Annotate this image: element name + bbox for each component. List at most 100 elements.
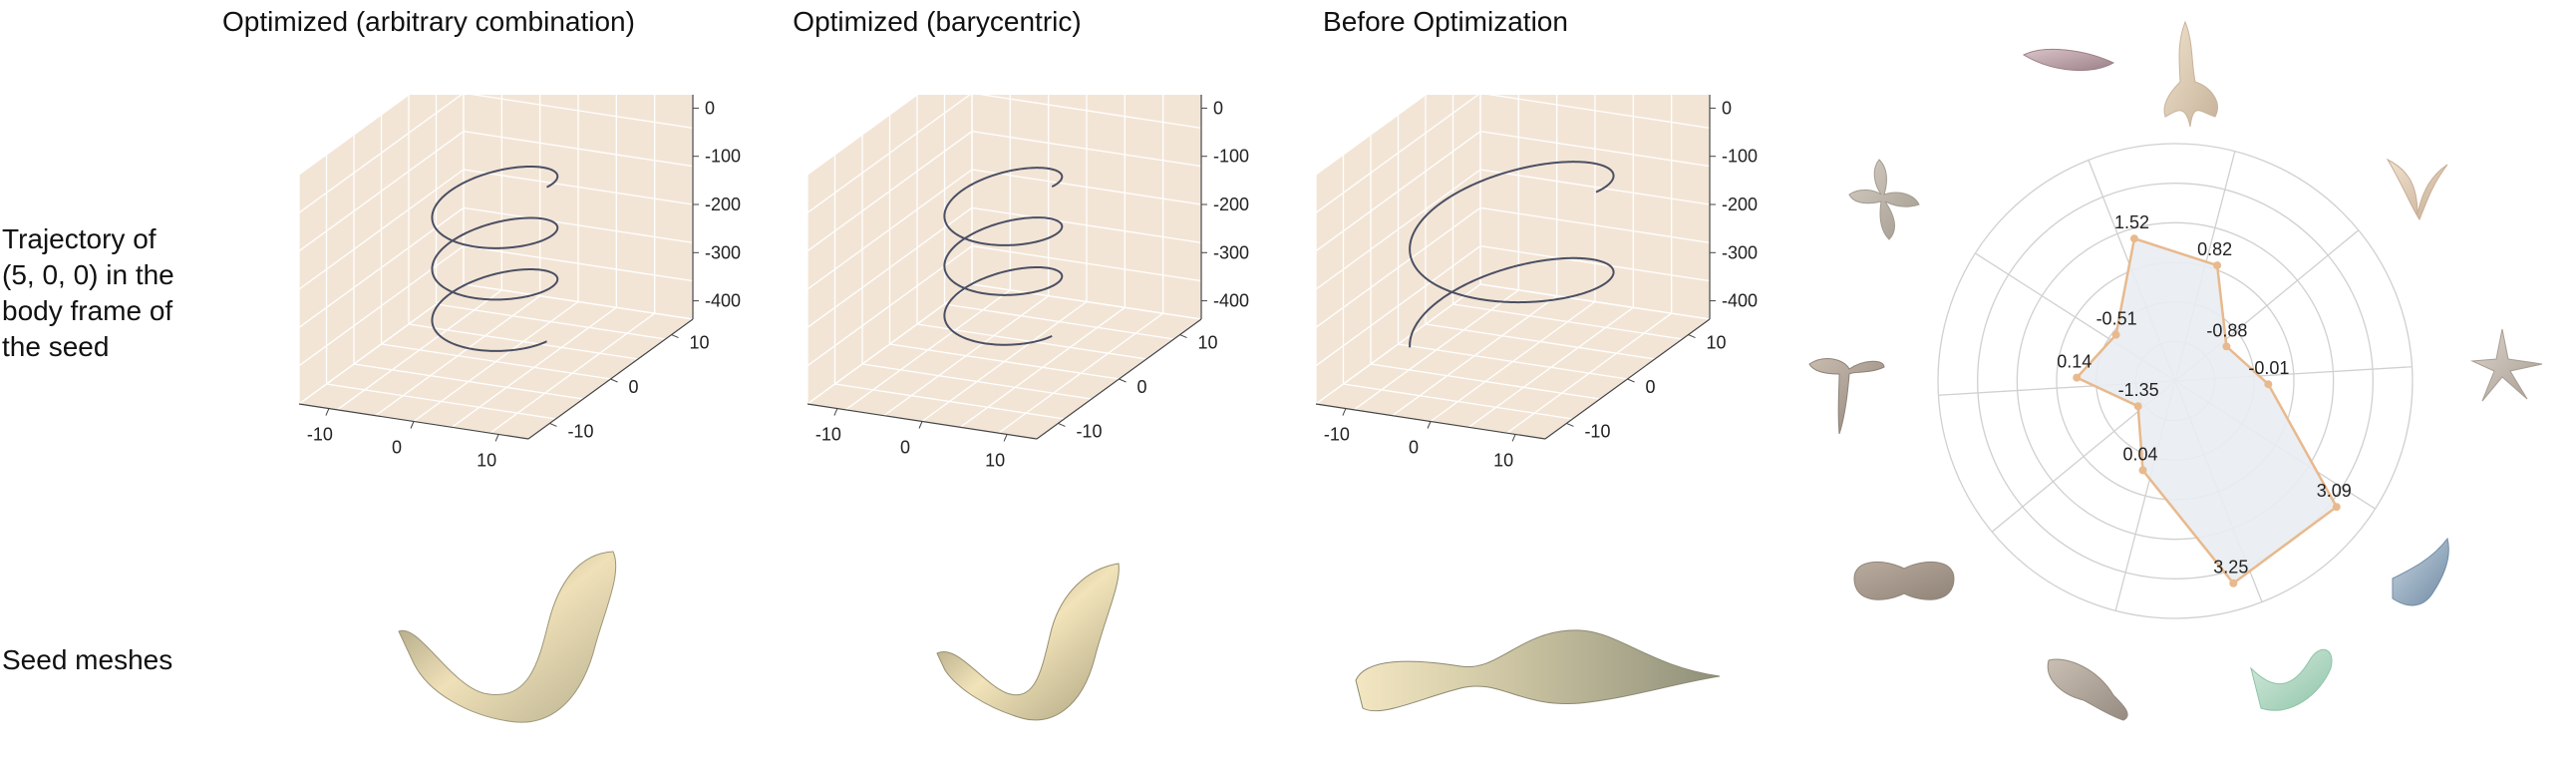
row-label-trajectory-line1: Trajectory of	[2, 223, 157, 254]
pane-group	[806, 95, 1202, 440]
x-tick-mark	[410, 421, 415, 429]
x-tick-label: -10	[815, 425, 841, 445]
radar-ring	[1977, 183, 2374, 580]
grid-line	[806, 95, 971, 213]
radar-value-label: 3.09	[2317, 481, 2352, 501]
radar-point	[2073, 373, 2082, 382]
z-tick-label: -400	[1213, 291, 1249, 311]
y-tick-mark	[1058, 422, 1066, 427]
grid-line	[298, 95, 411, 176]
radar-point	[2222, 342, 2231, 351]
seed-mesh-arbitrary	[398, 551, 617, 723]
radar-value-label: 0.04	[2123, 444, 2158, 464]
grid-line	[1315, 95, 1428, 176]
radar-ring	[2016, 221, 2335, 541]
y-tick-mark	[1119, 378, 1127, 383]
radar-point	[2264, 380, 2273, 389]
pane-group	[298, 95, 694, 440]
z-tick-label: 0	[1722, 98, 1732, 118]
radar-point	[2138, 466, 2147, 475]
y-tick-label: 0	[1137, 377, 1147, 397]
x-tick-mark	[1342, 408, 1347, 416]
row-label-trajectory-line2: (5, 0, 0) in the	[2, 259, 174, 290]
grid-line	[1479, 283, 1711, 320]
z-tick-label: -200	[705, 194, 741, 214]
x-tick-mark	[494, 434, 499, 442]
z-tick-label: -400	[1722, 291, 1758, 311]
grid-line	[298, 95, 463, 213]
z-tick-label: 0	[705, 98, 715, 118]
z-tick-label: -400	[705, 291, 741, 311]
x-tick-mark	[1003, 434, 1008, 442]
radar-point	[2129, 234, 2138, 243]
grid-line	[1452, 303, 1683, 340]
x-tick-label: 0	[1409, 438, 1419, 458]
trajectory-curve	[431, 165, 559, 352]
y-tick-label: 10	[1198, 333, 1218, 353]
radar-value-label: -1.35	[2118, 380, 2159, 400]
x-tick-mark	[1511, 434, 1516, 442]
seed-mesh-barycentric	[936, 563, 1120, 721]
radar-point	[2111, 330, 2120, 339]
grid-line	[1486, 95, 1711, 129]
radar-value-label: 3.25	[2213, 558, 2248, 578]
y-tick-mark	[1566, 422, 1574, 427]
y-tick-label: 10	[1707, 333, 1727, 353]
trajectory-curve	[943, 167, 1064, 346]
row-label-trajectory-line4: the seed	[2, 331, 110, 362]
y-tick-label: 0	[1646, 377, 1656, 397]
radar-area	[2075, 236, 2339, 585]
z-tick-label: -200	[1213, 194, 1249, 214]
x-tick-label: -10	[1324, 425, 1350, 445]
radar-value-label: 1.52	[2114, 212, 2149, 232]
y-tick-label: -10	[567, 421, 593, 441]
grid-line	[944, 303, 1174, 340]
radar-value-label: -0.88	[2206, 320, 2247, 340]
row-label-trajectory: Trajectory of (5, 0, 0) in the body fram…	[2, 221, 174, 365]
x-tick-label: 10	[477, 450, 496, 470]
z-tick-label: -100	[1213, 147, 1249, 167]
oval-seed-icon	[2047, 658, 2128, 721]
curved-seed-icon	[2386, 158, 2448, 221]
row-label-trajectory-line3: body frame of	[2, 295, 173, 326]
grid-line	[470, 95, 694, 129]
x-tick-mark	[325, 408, 330, 416]
trajectory-curve	[1409, 161, 1615, 348]
x-tick-label: -10	[307, 425, 333, 445]
z-tick-label: 0	[1213, 98, 1223, 118]
column-title-barycentric: Optimized (barycentric)	[793, 6, 1082, 37]
twin-seed-icon	[1808, 358, 1885, 435]
column-title-before: Before Optimization	[1323, 6, 1568, 37]
star-seed-icon	[2470, 328, 2543, 402]
grid-line	[1315, 95, 1479, 213]
y-tick-label: -10	[1584, 421, 1610, 441]
z-tick-label: -100	[705, 147, 741, 167]
x-tick-mark	[833, 408, 838, 416]
grid-line	[806, 95, 919, 176]
y-tick-mark	[549, 422, 557, 427]
z-tick-label: -300	[1213, 242, 1249, 262]
radar-ring	[1937, 143, 2414, 619]
blue-seed-icon	[2392, 537, 2449, 606]
radar-value-label: -0.01	[2248, 358, 2289, 378]
x-tick-label: 10	[1493, 450, 1513, 470]
x-tick-label: 10	[985, 450, 1005, 470]
y-tick-label: -10	[1076, 421, 1102, 441]
y-tick-mark	[1688, 334, 1696, 339]
radar-value-label: 0.82	[2197, 239, 2232, 259]
x-tick-label: 0	[392, 438, 402, 458]
grid-line	[971, 283, 1202, 320]
y-tick-mark	[1627, 378, 1635, 383]
pane-group	[1315, 95, 1711, 440]
grid-line	[436, 303, 666, 340]
x-tick-mark	[1427, 421, 1432, 429]
row-label-meshes: Seed meshes	[2, 644, 173, 675]
radar-chart: 1.52 0.82 -0.88-0.01 3.09 3.25 0.04 -1.35 0.14 -…	[1808, 20, 2543, 721]
radar-point	[2133, 402, 2142, 411]
x-tick-label: 0	[900, 438, 910, 458]
tall-seed-icon	[2163, 20, 2218, 128]
z-tick-label: -200	[1722, 194, 1758, 214]
z-tick-label: -300	[1722, 242, 1758, 262]
